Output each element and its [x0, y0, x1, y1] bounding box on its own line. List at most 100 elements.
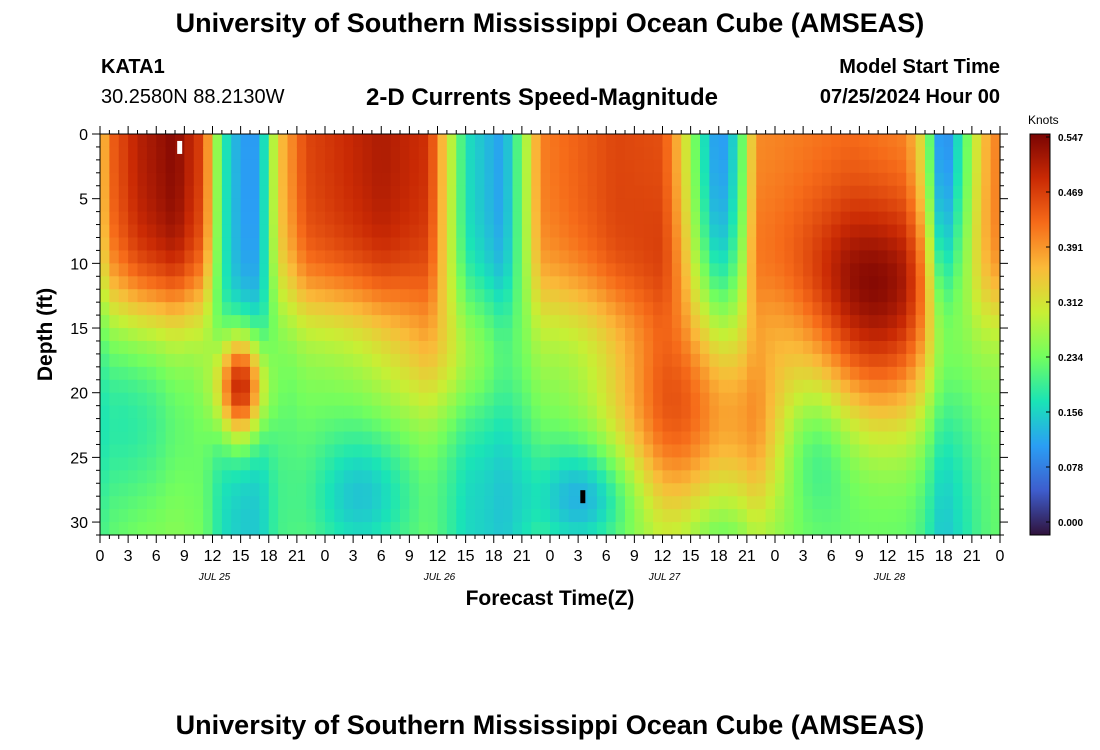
heat-cell	[231, 431, 242, 446]
heat-cell	[512, 250, 523, 264]
colorbar-ramp	[1029, 133, 1051, 536]
heat-cell	[231, 483, 242, 497]
heat-cell	[278, 172, 289, 187]
heat-cell	[146, 457, 157, 471]
heat-cell	[250, 315, 260, 329]
heat-cell	[971, 353, 982, 368]
heat-cell	[315, 522, 326, 536]
heat-cell	[137, 237, 148, 252]
heat-cell	[840, 172, 851, 187]
heat-cell	[728, 328, 739, 342]
heat-cell	[306, 134, 317, 148]
heat-cell	[540, 289, 551, 303]
heat-cell	[784, 211, 795, 226]
heat-cell	[709, 405, 720, 420]
heat-cell	[146, 366, 157, 381]
heat-cell	[446, 328, 457, 342]
heat-cell	[803, 522, 814, 536]
heat-cell	[981, 198, 992, 213]
heat-cell	[765, 470, 776, 484]
heat-cell	[287, 250, 298, 264]
heat-cell	[906, 224, 917, 239]
x-tick-label: 3	[124, 548, 133, 565]
heat-cell	[325, 185, 335, 200]
heat-cell	[240, 496, 251, 510]
heat-cell	[184, 315, 195, 329]
heat-cell	[456, 172, 467, 187]
heat-cell	[850, 496, 860, 510]
heat-cell	[981, 522, 992, 536]
heat-cell	[850, 211, 860, 226]
heat-cell	[859, 185, 870, 200]
heat-cell	[437, 198, 448, 213]
heat-cell	[578, 224, 589, 239]
heat-cell	[231, 146, 242, 161]
heat-cell	[943, 366, 954, 381]
heat-cell	[493, 315, 504, 329]
heat-cell	[737, 470, 748, 484]
heat-cell	[100, 353, 110, 368]
heat-cell	[559, 418, 570, 433]
heat-cell	[306, 172, 317, 187]
heat-cell	[381, 522, 392, 536]
heat-cell	[531, 392, 542, 407]
heat-cell	[718, 134, 729, 148]
heat-cell	[212, 340, 223, 355]
heat-cell	[625, 302, 635, 316]
heat-cell	[493, 522, 504, 536]
heat-cell	[221, 134, 232, 148]
heat-cell	[156, 289, 167, 303]
heat-cell	[193, 328, 204, 342]
heat-cell	[934, 470, 945, 484]
heat-cell	[821, 431, 832, 446]
heat-cell	[568, 237, 579, 252]
heat-cell	[868, 134, 879, 148]
heat-cell	[343, 483, 354, 497]
heat-cell	[446, 470, 457, 484]
heat-cell	[634, 405, 645, 420]
heat-cell	[465, 353, 476, 368]
heat-cell	[540, 353, 551, 368]
heat-cell	[896, 328, 907, 342]
heat-cell	[381, 457, 392, 471]
heat-cell	[793, 276, 804, 290]
heat-cell	[934, 444, 945, 458]
heat-cell	[934, 392, 945, 407]
heat-cell	[775, 470, 785, 484]
heat-cell	[606, 250, 617, 264]
heat-cell	[878, 263, 889, 277]
heat-cell	[756, 457, 767, 471]
heat-cell	[175, 276, 185, 290]
heat-cell	[925, 431, 935, 446]
heat-cell	[718, 159, 729, 174]
heat-cell	[906, 328, 917, 342]
heat-cell	[943, 496, 954, 510]
heat-cell	[559, 496, 570, 510]
heat-cell	[643, 340, 654, 355]
heat-cell	[971, 289, 982, 303]
heat-cell	[503, 211, 514, 226]
heat-cell	[700, 134, 710, 148]
heat-cell	[315, 444, 326, 458]
heat-cell	[146, 444, 157, 458]
heat-cell	[662, 172, 673, 187]
heat-cell	[906, 237, 917, 252]
heat-cell	[718, 263, 729, 277]
heat-cell	[428, 315, 439, 329]
heat-cell	[325, 263, 335, 277]
heat-cell	[662, 353, 673, 368]
heat-cell	[165, 185, 176, 200]
heat-cell	[718, 172, 729, 187]
heat-cell	[390, 224, 401, 239]
heat-cell	[390, 353, 401, 368]
heat-cell	[165, 405, 176, 420]
heat-cell	[203, 496, 214, 510]
heat-cell	[184, 159, 195, 174]
heat-cell	[990, 172, 1001, 187]
heat-cell	[371, 276, 382, 290]
heat-cell	[634, 366, 645, 381]
heat-cell	[812, 483, 823, 497]
heat-cell	[718, 198, 729, 213]
heat-cell	[671, 224, 682, 239]
heat-cell	[690, 302, 701, 316]
